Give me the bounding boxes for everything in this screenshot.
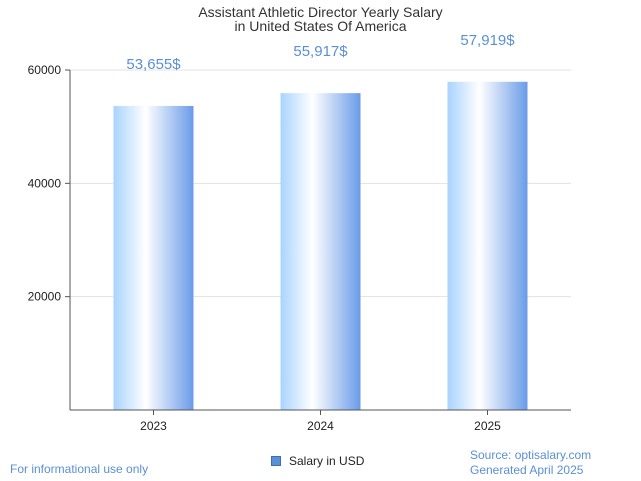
bar xyxy=(113,105,194,410)
legend-label: Salary in USD xyxy=(289,454,365,468)
y-tick-label: 40000 xyxy=(28,176,62,190)
legend-swatch xyxy=(271,456,281,466)
x-tick-label: 2024 xyxy=(307,419,334,433)
bar xyxy=(280,93,361,411)
y-tick-label: 60000 xyxy=(28,63,62,77)
x-tick-label: 2023 xyxy=(140,419,167,433)
x-tick-label: 2025 xyxy=(474,419,501,433)
y-tick-label: 20000 xyxy=(28,290,62,304)
chart-title-line-1: Assistant Athletic Director Yearly Salar… xyxy=(198,4,443,20)
bar-value-label: 57,919$ xyxy=(460,32,515,49)
generated-text: Generated April 2025 xyxy=(470,463,584,477)
bar-value-label: 53,655$ xyxy=(126,56,181,73)
disclaimer-text: For informational use only xyxy=(10,462,149,476)
legend: Salary in USD xyxy=(271,454,364,468)
bar xyxy=(447,81,528,411)
source-text: Source: optisalary.com xyxy=(470,448,592,462)
chart-title-line-2: in United States Of America xyxy=(234,18,407,34)
bar-value-label: 55,917$ xyxy=(293,43,348,60)
